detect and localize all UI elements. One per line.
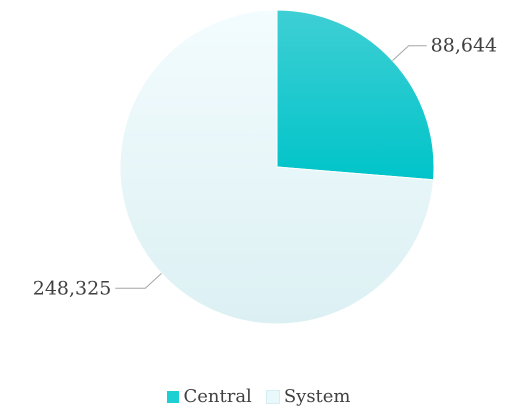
- legend-item-system: System: [265, 386, 351, 407]
- data-label-central: 88,644: [431, 35, 497, 57]
- legend-swatch-system: [265, 389, 280, 404]
- data-label-system: 248,325: [33, 277, 112, 299]
- legend-item-central: Central: [167, 386, 252, 407]
- legend-label-central: Central: [183, 386, 252, 407]
- pie-slice-central: [276, 9, 435, 181]
- legend-label-system: System: [283, 386, 351, 407]
- leader-line-central: [392, 45, 427, 62]
- chart-legend: Central System: [0, 386, 518, 407]
- legend-swatch-central: [167, 390, 180, 403]
- leader-line-system: [115, 272, 162, 289]
